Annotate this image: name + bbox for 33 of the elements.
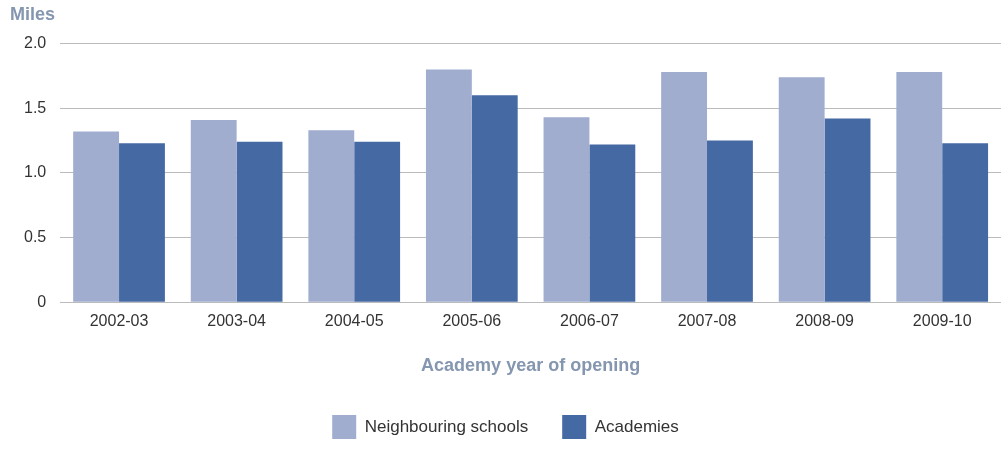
bar (778, 77, 825, 302)
bar (425, 69, 472, 302)
bar (119, 143, 165, 302)
bar (236, 141, 283, 302)
bar (354, 141, 401, 302)
x-tick-label: 2005-06 (442, 312, 502, 330)
x-tick-label: 2008-09 (795, 312, 855, 330)
bar (824, 118, 871, 302)
y-tick-label: 1.5 (23, 98, 47, 116)
bar (589, 144, 636, 302)
bar (896, 72, 943, 302)
y-tick-label: 0.5 (23, 227, 47, 245)
y-tick-label: 2.0 (23, 34, 47, 52)
bar (543, 117, 590, 302)
x-tick-label: 2003-04 (207, 312, 267, 330)
bar (661, 72, 708, 302)
bar (308, 130, 355, 302)
x-tick-label: 2006-07 (560, 312, 619, 330)
x-tick-label: 2004-05 (324, 312, 384, 330)
bar (73, 131, 120, 302)
x-tick-label: 2002-03 (89, 312, 149, 330)
bar (942, 143, 989, 302)
bar (707, 140, 753, 302)
legend-label: Academies (594, 416, 679, 436)
x-axis-title: Academy year of opening (421, 355, 641, 376)
bar (190, 119, 237, 302)
legend-label: Neighbouring schools (364, 416, 529, 436)
y-tick-label: 0 (37, 292, 47, 310)
y-axis-title: Miles (10, 3, 56, 24)
y-tick-label: 1.0 (23, 163, 47, 181)
x-tick-label: 2009-10 (912, 312, 972, 330)
bar (471, 95, 518, 302)
x-tick-label: 2007-08 (677, 312, 737, 330)
